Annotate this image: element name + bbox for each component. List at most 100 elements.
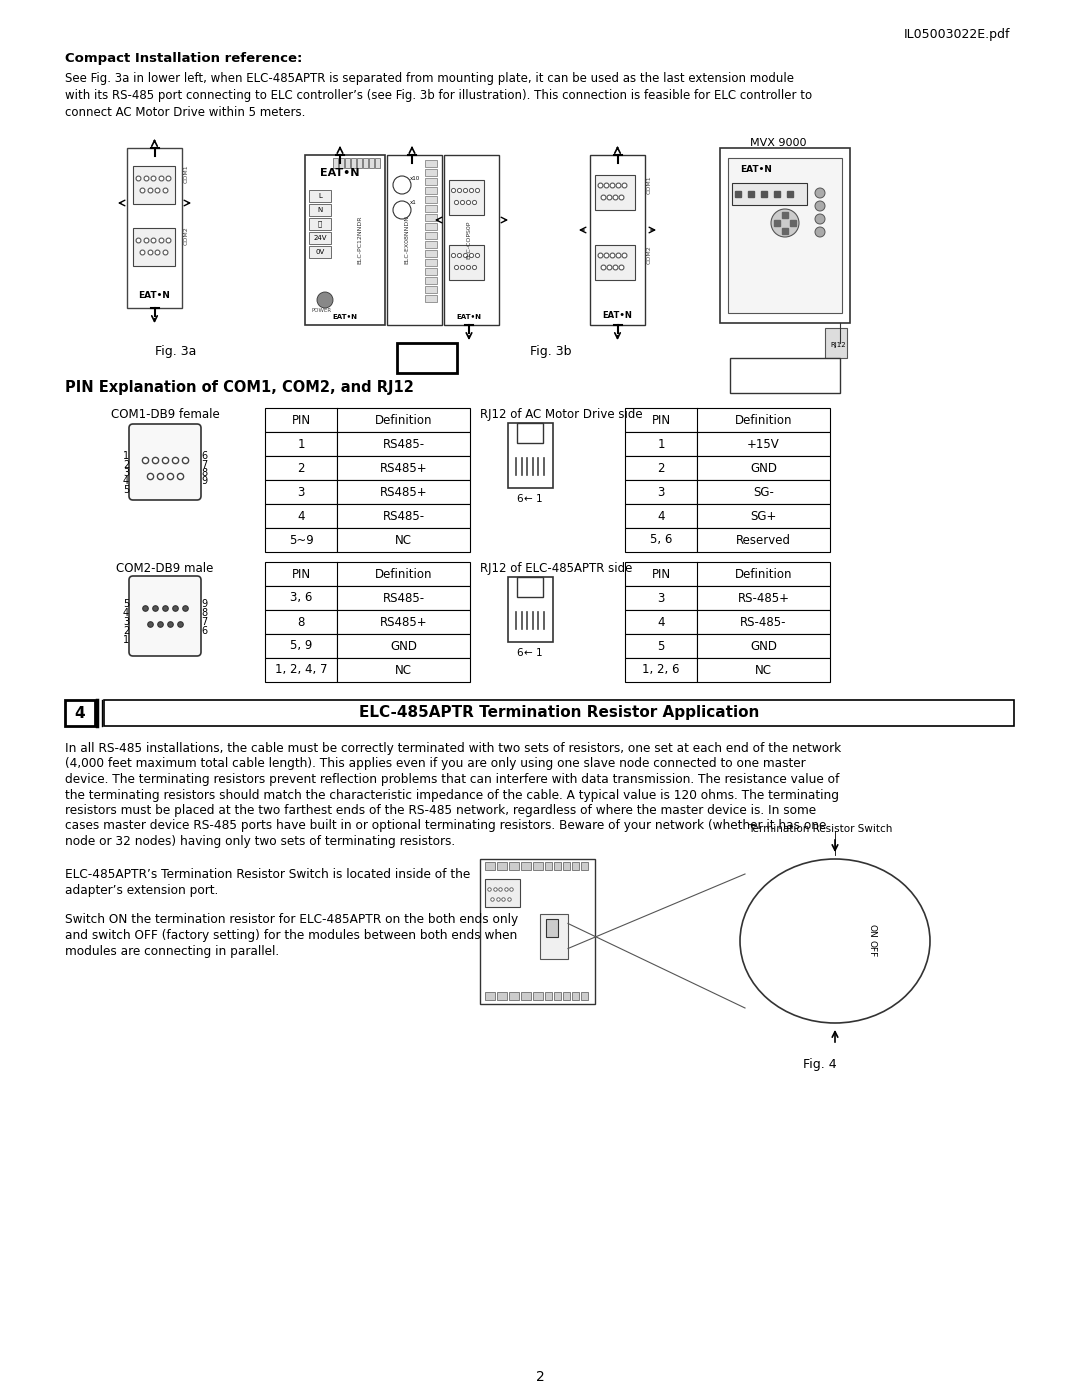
Text: 1: 1 xyxy=(123,636,129,645)
Bar xyxy=(728,158,842,313)
Bar xyxy=(497,992,507,999)
Bar xyxy=(426,295,437,302)
Bar xyxy=(426,250,437,257)
Bar xyxy=(517,577,543,597)
Text: Termination Resistor Switch: Termination Resistor Switch xyxy=(747,824,892,834)
Bar xyxy=(625,504,697,528)
Bar xyxy=(534,862,543,869)
Bar xyxy=(369,158,374,168)
Text: RS-485+: RS-485+ xyxy=(738,591,789,605)
Bar xyxy=(625,585,697,610)
Bar xyxy=(625,408,831,432)
Bar xyxy=(554,862,561,869)
Text: 1: 1 xyxy=(297,437,305,450)
Bar xyxy=(426,242,437,249)
Ellipse shape xyxy=(740,859,930,1023)
Text: RS485+: RS485+ xyxy=(380,616,428,629)
Text: ← 1: ← 1 xyxy=(524,495,542,504)
Text: RJ12: RJ12 xyxy=(831,342,846,348)
Text: POWER: POWER xyxy=(311,307,332,313)
Bar xyxy=(595,175,635,210)
Text: 7: 7 xyxy=(201,617,207,627)
Bar xyxy=(509,862,519,869)
Text: PIN Explanation of COM1, COM2, and RJ12: PIN Explanation of COM1, COM2, and RJ12 xyxy=(65,380,414,395)
Bar xyxy=(309,232,330,244)
Text: 6: 6 xyxy=(516,495,523,504)
Circle shape xyxy=(393,176,411,194)
Bar xyxy=(133,166,175,204)
Bar xyxy=(426,286,437,293)
Bar xyxy=(363,158,368,168)
Bar xyxy=(823,919,845,957)
Text: PIN: PIN xyxy=(292,567,311,581)
Text: 5: 5 xyxy=(123,485,129,495)
Text: L: L xyxy=(319,193,322,198)
Text: Definition: Definition xyxy=(734,567,793,581)
Bar xyxy=(426,161,437,168)
Bar xyxy=(337,610,470,634)
Bar xyxy=(521,992,531,999)
Text: 9: 9 xyxy=(201,476,207,486)
Bar xyxy=(449,180,484,215)
Text: 1: 1 xyxy=(658,437,665,450)
Bar xyxy=(485,862,495,869)
Text: COM2: COM2 xyxy=(647,246,652,264)
Text: and switch OFF (factory setting) for the modules between both ends when: and switch OFF (factory setting) for the… xyxy=(65,929,517,942)
Circle shape xyxy=(815,226,825,237)
Bar xyxy=(444,155,499,326)
Bar xyxy=(426,277,437,284)
Circle shape xyxy=(815,201,825,211)
Bar xyxy=(65,700,95,726)
Text: COM1: COM1 xyxy=(184,165,189,183)
Bar xyxy=(265,562,470,585)
Text: 5, 9: 5, 9 xyxy=(289,640,312,652)
Text: RS485+: RS485+ xyxy=(380,461,428,475)
Bar xyxy=(825,328,847,358)
Bar xyxy=(732,183,807,205)
Bar xyxy=(563,992,570,999)
Bar xyxy=(265,481,337,504)
Text: RJ12 of AC Motor Drive side: RJ12 of AC Motor Drive side xyxy=(480,408,643,420)
Text: 8: 8 xyxy=(201,468,207,478)
Text: 2: 2 xyxy=(536,1370,544,1384)
Bar xyxy=(545,862,552,869)
Bar xyxy=(426,177,437,184)
Circle shape xyxy=(771,210,799,237)
Text: 6: 6 xyxy=(201,626,207,636)
Text: EAT•N: EAT•N xyxy=(740,165,772,175)
Text: modules are connecting in parallel.: modules are connecting in parallel. xyxy=(65,944,279,957)
Text: GND: GND xyxy=(750,640,777,652)
Bar xyxy=(534,992,543,999)
Text: COM1: COM1 xyxy=(647,176,652,194)
Text: RS485+: RS485+ xyxy=(380,486,428,499)
Text: IL05003022E.pdf: IL05003022E.pdf xyxy=(904,28,1010,41)
Bar xyxy=(697,504,831,528)
Text: Compact Installation reference:: Compact Installation reference: xyxy=(65,52,302,66)
Bar xyxy=(563,862,570,869)
Bar xyxy=(426,224,437,231)
Bar xyxy=(625,658,697,682)
Bar xyxy=(265,634,337,658)
Bar xyxy=(337,432,470,455)
Bar xyxy=(265,610,337,634)
Bar xyxy=(625,634,697,658)
Bar xyxy=(265,658,337,682)
Text: EAT•N: EAT•N xyxy=(333,314,357,320)
Bar xyxy=(375,158,380,168)
Bar xyxy=(426,169,437,176)
FancyBboxPatch shape xyxy=(129,425,201,500)
Text: See Fig. 3a in lower left, when ELC-485APTR is separated from mounting plate, it: See Fig. 3a in lower left, when ELC-485A… xyxy=(65,73,812,119)
Text: N: N xyxy=(318,207,323,212)
Bar xyxy=(133,228,175,265)
Bar xyxy=(517,423,543,443)
Bar xyxy=(449,244,484,279)
Text: ELC-PC12NNDR: ELC-PC12NNDR xyxy=(357,215,363,264)
Bar xyxy=(357,158,362,168)
Bar xyxy=(697,432,831,455)
Bar xyxy=(546,918,558,936)
Bar xyxy=(387,155,442,326)
Bar xyxy=(265,432,337,455)
Text: node or 32 nodes) having only two sets of terminating resistors.: node or 32 nodes) having only two sets o… xyxy=(65,835,455,848)
Text: Definition: Definition xyxy=(375,414,432,426)
Bar xyxy=(309,190,330,203)
